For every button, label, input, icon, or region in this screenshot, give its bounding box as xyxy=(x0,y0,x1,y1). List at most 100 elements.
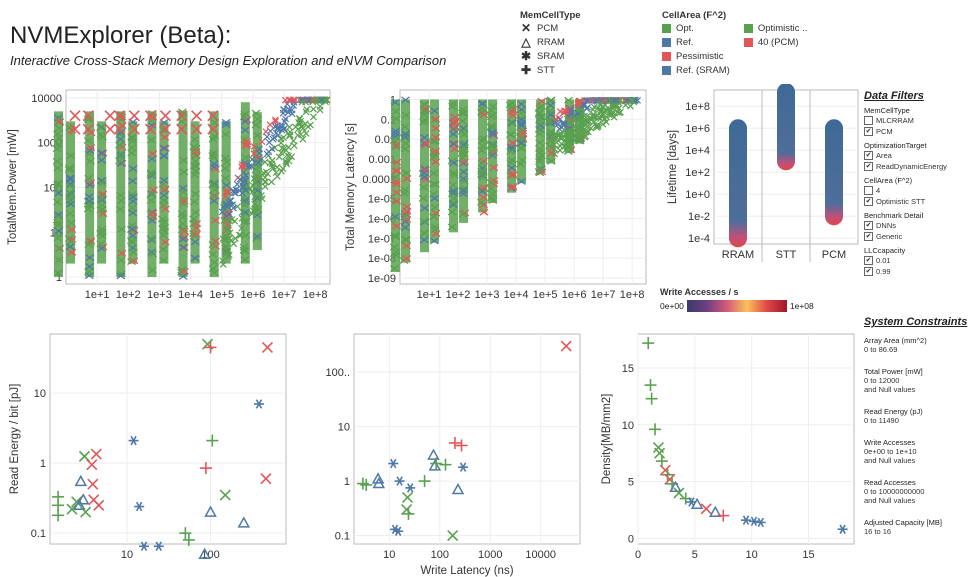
data-point[interactable] xyxy=(207,123,219,135)
data-band[interactable] xyxy=(447,99,460,233)
data-point[interactable] xyxy=(430,457,443,470)
lifetime-column[interactable] xyxy=(777,84,795,171)
data-point[interactable] xyxy=(669,480,682,492)
data-point[interactable] xyxy=(402,507,415,520)
data-point[interactable] xyxy=(80,506,92,518)
data-point[interactable] xyxy=(401,503,413,516)
data-point[interactable] xyxy=(717,509,730,522)
data-point[interactable] xyxy=(134,501,145,512)
data-point[interactable] xyxy=(191,123,203,135)
checkbox[interactable]: ✔ xyxy=(864,162,873,171)
checkbox[interactable]: ✔ xyxy=(864,232,873,241)
data-point[interactable] xyxy=(113,123,126,135)
data-point[interactable] xyxy=(191,110,203,122)
data-point[interactable] xyxy=(69,110,81,122)
checkbox[interactable]: ✔ xyxy=(864,221,873,230)
data-point[interactable] xyxy=(199,462,212,475)
data-band[interactable] xyxy=(83,111,96,280)
constraint-item[interactable]: Write Accesses 0e+00 to 1e+10 and Null val… xyxy=(864,438,976,465)
memcell-legend-item[interactable]: ✕ PCM xyxy=(520,21,581,35)
data-point[interactable] xyxy=(393,526,404,536)
data-point[interactable] xyxy=(654,447,666,459)
data-point[interactable] xyxy=(560,340,572,352)
data-point[interactable] xyxy=(741,515,751,525)
data-point[interactable] xyxy=(455,439,468,452)
data-point[interactable] xyxy=(659,464,671,476)
filter-option[interactable]: ✔ Generic xyxy=(864,231,974,242)
data-point[interactable] xyxy=(644,379,657,392)
data-point[interactable] xyxy=(360,478,373,491)
data-point[interactable] xyxy=(261,341,274,353)
filter-option[interactable]: ✔ DNNs xyxy=(864,220,974,231)
data-point[interactable] xyxy=(104,110,116,122)
data-point[interactable] xyxy=(458,462,469,472)
data-point[interactable] xyxy=(66,503,78,515)
data-band[interactable] xyxy=(64,121,77,264)
data-point[interactable] xyxy=(82,110,94,122)
data-point[interactable] xyxy=(128,110,140,122)
data-band[interactable] xyxy=(208,111,221,278)
data-point[interactable] xyxy=(642,337,655,350)
data-point[interactable] xyxy=(837,524,848,534)
checkbox[interactable]: ✔ xyxy=(864,127,873,136)
data-point[interactable] xyxy=(655,455,668,468)
data-point[interactable] xyxy=(82,123,94,135)
cellarea-legend-item[interactable]: Opt. xyxy=(662,21,730,35)
data-band[interactable] xyxy=(52,111,65,278)
data-point[interactable] xyxy=(451,482,465,495)
data-point[interactable] xyxy=(664,473,676,485)
data-point[interactable] xyxy=(394,476,405,486)
data-point[interactable] xyxy=(128,435,139,446)
data-point[interactable] xyxy=(371,472,385,484)
data-point[interactable] xyxy=(405,483,416,493)
data-point[interactable] xyxy=(673,487,685,499)
filter-option[interactable]: ✔ Area xyxy=(864,150,974,161)
data-point[interactable] xyxy=(418,475,431,488)
checkbox[interactable]: ✔ xyxy=(864,267,873,276)
data-point[interactable] xyxy=(219,489,231,501)
data-point[interactable] xyxy=(159,123,172,135)
data-point[interactable] xyxy=(709,505,722,517)
data-point[interactable] xyxy=(179,527,192,540)
data-point[interactable] xyxy=(253,399,264,409)
lifetime-column[interactable] xyxy=(825,119,843,226)
checkbox[interactable]: ✔ xyxy=(864,151,873,160)
data-point[interactable] xyxy=(372,477,386,489)
data-point[interactable] xyxy=(176,123,188,135)
data-cloud[interactable] xyxy=(550,96,641,158)
constraint-item[interactable]: Adjusted Capacity [MB] 16 to 16 xyxy=(864,518,976,536)
data-band[interactable] xyxy=(516,99,528,185)
data-band[interactable] xyxy=(399,96,412,264)
data-band[interactable] xyxy=(418,99,431,253)
data-band[interactable] xyxy=(544,96,557,165)
data-band[interactable] xyxy=(505,99,518,193)
data-point[interactable] xyxy=(439,458,452,471)
data-point[interactable] xyxy=(52,490,65,503)
data-point[interactable] xyxy=(153,541,164,551)
filter-option[interactable]: ✔ PCM xyxy=(864,126,974,137)
checkbox[interactable] xyxy=(864,186,873,195)
data-band[interactable] xyxy=(96,121,108,264)
data-point[interactable] xyxy=(87,478,99,490)
memcell-legend-item[interactable]: △ RRAM xyxy=(520,35,581,49)
filter-option[interactable]: ✔ 0.99 xyxy=(864,266,974,277)
data-band[interactable] xyxy=(534,97,547,177)
data-point[interactable] xyxy=(428,459,442,471)
data-band[interactable] xyxy=(177,108,189,281)
data-point[interactable] xyxy=(198,547,211,559)
data-point[interactable] xyxy=(427,448,440,460)
memcell-legend-item[interactable]: ✚ STT xyxy=(520,63,581,77)
data-point[interactable] xyxy=(71,496,83,508)
data-point[interactable] xyxy=(237,516,251,528)
data-point[interactable] xyxy=(113,110,126,122)
data-band[interactable] xyxy=(429,99,441,245)
data-point[interactable] xyxy=(661,468,674,481)
filter-option[interactable]: MLCRRAM xyxy=(864,115,974,126)
data-point[interactable] xyxy=(448,436,461,449)
data-band[interactable] xyxy=(477,99,489,216)
data-point[interactable] xyxy=(388,458,399,469)
data-band[interactable] xyxy=(146,109,158,278)
data-point[interactable] xyxy=(748,516,759,527)
constraint-item[interactable]: Array Area (mm^2) 0 to 86.69 xyxy=(864,336,976,354)
data-point[interactable] xyxy=(76,493,90,505)
